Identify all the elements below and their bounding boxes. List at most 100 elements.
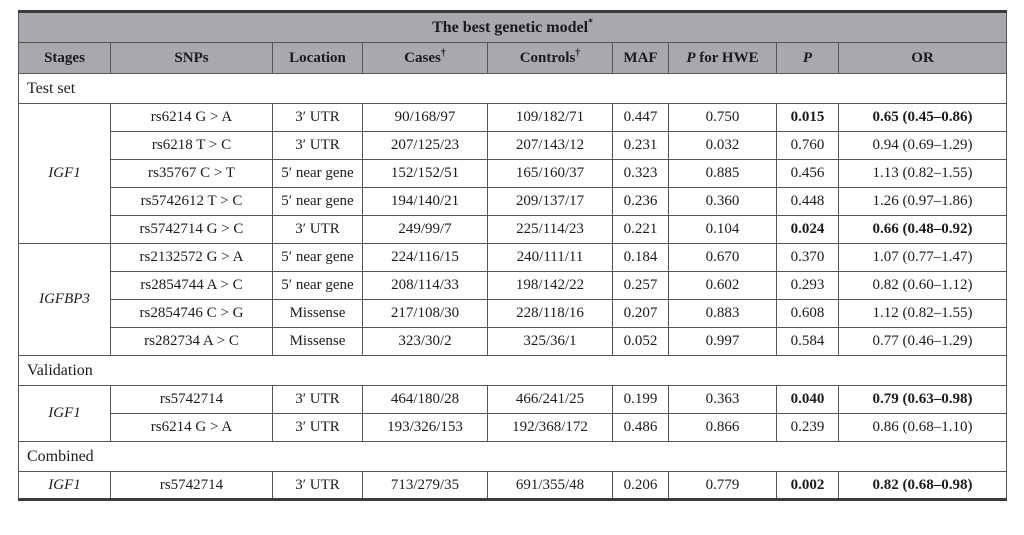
section-label: Combined [17,441,1008,472]
controls-cell: 466/241/25 [487,385,613,414]
location-cell: 3′ UTR [272,385,363,414]
snp-cell: rs2854744 A > C [110,271,273,300]
maf-cell: 0.231 [612,131,669,160]
snp-cell: rs6214 G > A [110,103,273,132]
table-row: rs2854746 C > G Missense 217/108/30 228/… [19,299,1008,328]
table-title-text: The best genetic model [432,18,589,36]
col-header-controls: Controls† [487,42,613,74]
gene-cell: IGF1 [18,471,111,500]
section-label: Test set [17,73,1008,104]
table-row: IGF1 rs6214 G > A 3′ UTR 90/168/97 109/1… [18,103,1008,244]
controls-cell: 109/182/71 [487,103,613,132]
location-cell: 3′ UTR [272,215,363,244]
table-row: IGF1 rs5742714 3′ UTR 464/180/28 466/241… [18,385,1008,442]
p-hwe-cell: 0.104 [668,215,777,244]
location-cell: 5′ near gene [272,159,363,188]
genetic-model-table: The best genetic model* Stages SNPs Loca… [17,10,1008,501]
snp-cell: rs5742612 T > C [110,187,273,216]
p-hwe-cell: 0.602 [668,271,777,300]
location-cell: 5′ near gene [272,271,363,300]
p-cell: 0.608 [776,299,839,328]
p-hwe-cell: 0.883 [668,299,777,328]
col-header-or: OR [837,42,1008,74]
or-cell: 0.66 (0.48–0.92) [837,215,1008,244]
maf-cell: 0.207 [612,299,669,328]
col-header-maf: MAF [612,42,669,74]
table-row: rs5742612 T > C 5′ near gene 194/140/21 … [19,187,1008,216]
location-cell: 3′ UTR [272,471,363,500]
or-cell: 0.94 (0.69–1.29) [837,131,1008,160]
controls-cell: 691/355/48 [487,471,613,500]
table-row: rs5742714 G > C 3′ UTR 249/99/7 225/114/… [19,215,1008,244]
or-cell: 1.26 (0.97–1.86) [837,187,1008,216]
snp-cell: rs6218 T > C [110,131,273,160]
controls-cell: 228/118/16 [487,299,613,328]
table-container: The best genetic model* Stages SNPs Loca… [17,10,1008,501]
cases-cell: 152/152/51 [362,159,488,188]
p-hwe-cell: 0.363 [668,385,777,414]
gene-cell: IGF1 [18,385,111,442]
location-cell: 3′ UTR [272,131,363,160]
maf-cell: 0.221 [612,215,669,244]
col-header-p-for-hwe: P for HWE [668,42,777,74]
p-cell: 0.456 [776,159,839,188]
p-hwe-cell: 0.360 [668,187,777,216]
controls-cell: 325/36/1 [487,327,613,356]
or-cell: 0.86 (0.68–1.10) [837,413,1008,442]
cases-cell: 224/116/15 [362,243,488,272]
snp-cell: rs2132572 G > A [110,243,273,272]
section-row-validation: Validation [17,355,1008,386]
snp-cell: rs2854746 C > G [110,299,273,328]
cases-cell: 323/30/2 [362,327,488,356]
col-header-stages: Stages [18,42,111,74]
table-row: IGF1 rs5742714 3′ UTR 713/279/35 691/355… [18,471,1008,500]
p-cell: 0.370 [776,243,839,272]
controls-cell: 165/160/37 [487,159,613,188]
p-cell: 0.015 [776,103,839,132]
p-hwe-cell: 0.779 [668,471,777,500]
col-header-p: P [776,42,839,74]
controls-cell: 225/114/23 [487,215,613,244]
cases-cell: 207/125/23 [362,131,488,160]
p-hwe-cell: 0.670 [668,243,777,272]
table-title: The best genetic model* [17,11,1008,43]
p-hwe-cell: 0.750 [668,103,777,132]
location-cell: Missense [272,327,363,356]
table-row: rs35767 C > T 5′ near gene 152/152/51 16… [19,159,1008,188]
controls-cell: 207/143/12 [487,131,613,160]
controls-footnote-mark: † [575,47,581,59]
maf-cell: 0.052 [612,327,669,356]
cases-cell: 713/279/35 [362,471,488,500]
p-cell: 0.760 [776,131,839,160]
gene-cell: IGFBP3 [18,243,111,356]
or-cell: 0.82 (0.60–1.12) [837,271,1008,300]
controls-cell: 209/137/17 [487,187,613,216]
location-cell: 5′ near gene [272,187,363,216]
cases-cell: 194/140/21 [362,187,488,216]
maf-cell: 0.257 [612,271,669,300]
snp-cell: rs282734 A > C [110,327,273,356]
cases-cell: 193/326/153 [362,413,488,442]
maf-cell: 0.199 [612,385,669,414]
p-cell: 0.024 [776,215,839,244]
snp-cell: rs5742714 [110,471,273,500]
location-cell: 3′ UTR [272,103,363,132]
snp-cell: rs35767 C > T [110,159,273,188]
section-label: Validation [17,355,1008,386]
or-cell: 0.77 (0.46–1.29) [837,327,1008,356]
p-cell: 0.448 [776,187,839,216]
location-cell: 5′ near gene [272,243,363,272]
section-row-combined: Combined [17,441,1008,472]
table-title-row: The best genetic model* [17,11,1008,43]
maf-cell: 0.184 [612,243,669,272]
cases-cell: 90/168/97 [362,103,488,132]
p-hwe-cell: 0.032 [668,131,777,160]
or-cell: 1.07 (0.77–1.47) [837,243,1008,272]
or-cell: 0.82 (0.68–0.98) [837,471,1008,500]
snp-cell: rs6214 G > A [110,413,273,442]
title-footnote-mark: * [588,17,594,29]
gene-cell: IGF1 [18,103,111,244]
p-cell: 0.239 [776,413,839,442]
section-row-test-set: Test set [17,73,1008,104]
cases-cell: 464/180/28 [362,385,488,414]
